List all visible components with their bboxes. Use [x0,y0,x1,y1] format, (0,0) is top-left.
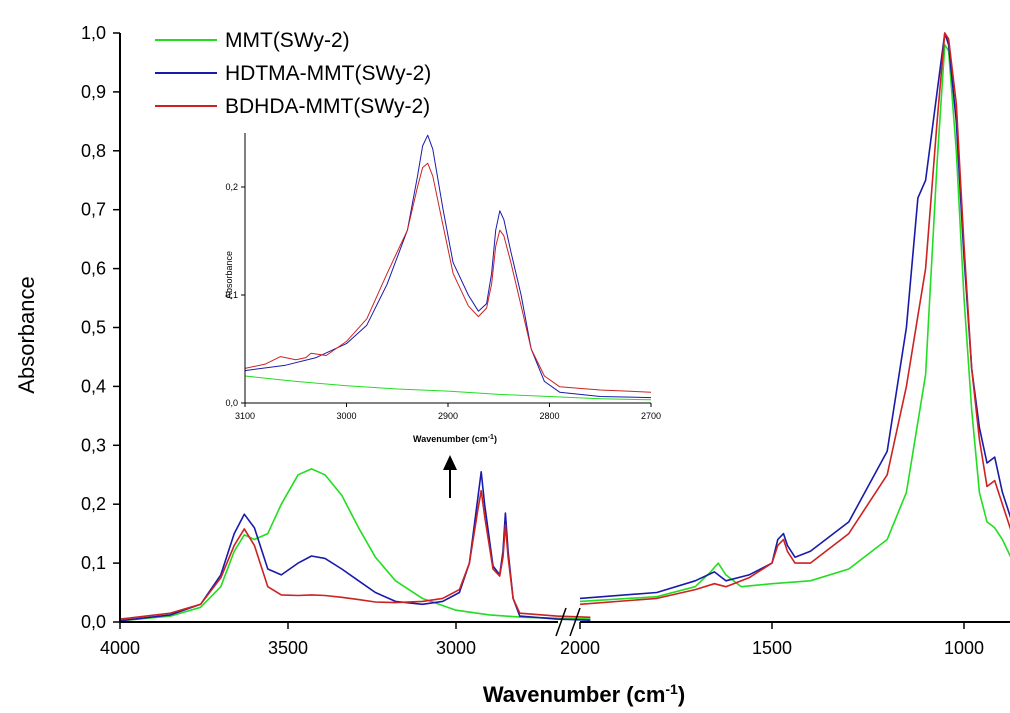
inset-x-axis-title-sup: -1 [488,434,494,441]
axis-break-mark-2 [569,607,581,637]
y-tick-label: 0,1 [81,553,106,573]
inset-x-tick-label: 2800 [539,411,559,421]
y-axis-ticks: 0,0 0,1 0,2 0,3 0,4 0,5 0,6 0,7 0,8 0,9 1,0 [81,23,120,632]
inset-x-axis-title-main: Wavenumber (cm [413,434,488,444]
inset-series-line [244,162,652,393]
x-tick-label: 1500 [752,638,792,658]
x-axis-title-main: Wavenumber (cm [483,682,666,707]
inset-x-tick-label: 2900 [438,411,458,421]
x-axis-ticks: 400035003000200015001000500 [100,622,984,658]
y-tick-label: 0,6 [81,259,106,279]
y-tick-label: 0,0 [81,612,106,632]
x-tick-label: 3000 [436,638,476,658]
series-line [119,468,591,622]
series-line [579,44,1010,603]
inset-y-tick-label: 0,0 [225,398,238,408]
legend-label-mmt: MMT(SWy-2) [225,29,350,52]
y-tick-label: 0,4 [81,376,106,396]
series-line [119,489,591,620]
x-tick-label: 1000 [944,638,984,658]
y-axis-title: Absorbance [14,276,39,393]
inset-x-tick-label: 3100 [235,411,255,421]
inset-pointer-arrowhead [443,455,457,470]
inset-y-tick-label: 0,2 [225,182,238,192]
y-tick-label: 0,7 [81,200,106,220]
inset-x-tick-label: 2700 [641,411,661,421]
legend-label-hdtma: HDTMA-MMT(SWy-2) [225,62,431,85]
inset-series-line [244,375,652,401]
legend: MMT(SWy-2) HDTMA-MMT(SWy-2) BDHDA-MMT(SW… [155,29,431,118]
inset-x-axis-ticks: 3100 3000 2900 2800 2700 [235,403,661,421]
y-tick-label: 0,8 [81,141,106,161]
inset-y-axis-ticks: 0,0 0,1 0,2 [225,182,245,408]
x-tick-label: 3500 [268,638,308,658]
y-tick-label: 0,5 [81,318,106,338]
y-tick-label: 0,3 [81,435,106,455]
main-plot-series [119,32,1010,622]
inset-x-tick-label: 3000 [336,411,356,421]
series-line [579,32,1010,606]
inset-series [244,134,652,401]
axis-break-mark-1 [555,607,567,637]
inset-x-axis-title-close: ) [494,434,497,444]
y-tick-label: 1,0 [81,23,106,43]
inset-y-tick-label: 0,1 [225,290,238,300]
y-tick-label: 0,2 [81,494,106,514]
x-tick-label: 4000 [100,638,140,658]
inset-plot: 0,0 0,1 0,2 3100 3000 2900 2800 2700 Absorbanc… [224,133,661,444]
series-line [579,32,1010,600]
legend-label-bdhda: BDHDA-MMT(SWy-2) [225,95,430,118]
x-axis-title-close: ) [678,682,685,707]
x-axis-title-sup: -1 [665,681,678,697]
inset-frame [245,133,651,403]
series-line [119,471,591,622]
inset-x-axis-title: Wavenumber (cm-1) [413,434,497,445]
inset-series-line [244,134,652,399]
y-tick-label: 0,9 [81,82,106,102]
inset-y-axis-title: Absorbance [224,251,234,299]
x-tick-label: 2000 [560,638,600,658]
x-axis-title: Wavenumber (cm-1) [483,681,685,707]
